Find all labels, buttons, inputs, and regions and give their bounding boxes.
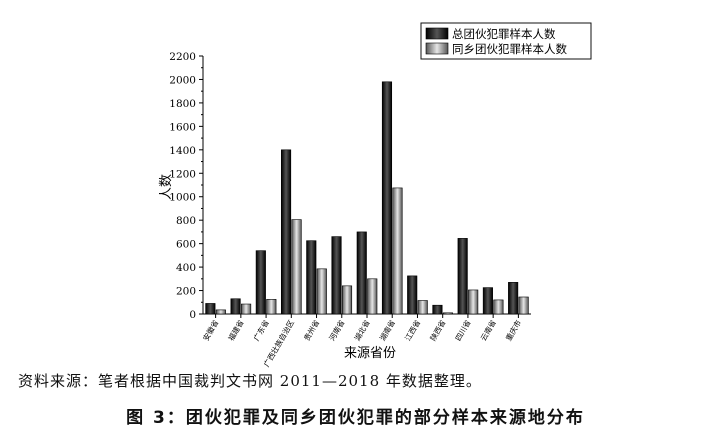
bar-native — [266, 299, 277, 315]
y-tick-label: 200 — [176, 286, 196, 298]
bar-total — [306, 240, 317, 315]
y-tick-label: 800 — [176, 215, 196, 227]
bar-native — [493, 299, 504, 315]
bar-total — [255, 250, 266, 315]
legend-swatch-total — [425, 27, 449, 40]
x-tick-label: 福建省 — [226, 318, 246, 343]
y-tick-label: 400 — [176, 262, 196, 274]
bar-total — [407, 275, 418, 315]
x-tick-label: 广东省 — [251, 318, 271, 343]
bar-native — [316, 268, 327, 315]
bar-total — [508, 282, 519, 315]
x-tick-label: 安徽省 — [200, 318, 220, 343]
bar-native — [241, 303, 252, 315]
x-tick-label: 陕西省 — [428, 318, 448, 343]
bar-total — [230, 298, 241, 315]
source-note: 资料来源：笔者根据中国裁判文书网 2011—2018 年数据整理。 — [18, 372, 482, 390]
bar-native — [518, 296, 529, 315]
bar-total — [457, 238, 468, 315]
bar-native — [367, 278, 378, 315]
x-tick-label: 湖北省 — [352, 318, 372, 343]
bar-native — [442, 312, 453, 315]
bar-total — [356, 231, 367, 315]
bar-total — [205, 303, 216, 315]
bar-native — [341, 285, 353, 315]
bar-total — [432, 304, 443, 315]
bar-native — [291, 219, 302, 315]
bar-native — [392, 187, 403, 315]
x-tick-label: 云南省 — [478, 318, 498, 343]
bar-native — [215, 309, 226, 315]
tick-labels: 0 200 400 600 800 1000 1200 1400 1600 1800 2000 220… — [169, 51, 523, 368]
x-tick-label: 湖南省 — [377, 318, 397, 343]
bar-native — [417, 300, 428, 315]
y-tick-label: 1800 — [169, 98, 196, 110]
legend: 总团伙犯罪样本人数 同乡团伙犯罪样本人数 — [420, 22, 592, 60]
legend-swatch-native — [425, 42, 449, 55]
y-tick-label: 1000 — [169, 192, 196, 204]
bar-total — [281, 149, 292, 315]
x-tick-label: 重庆市 — [503, 318, 523, 343]
y-tick-label: 2000 — [169, 74, 196, 86]
y-tick-label: 600 — [176, 239, 196, 251]
legend-label-total: 总团伙犯罪样本人数 — [452, 27, 556, 41]
bar-total — [331, 236, 342, 315]
bar-total — [482, 287, 493, 315]
bar-total — [381, 81, 393, 315]
legend-label-native: 同乡团伙犯罪样本人数 — [452, 42, 567, 56]
y-tick-label: 1600 — [169, 121, 196, 133]
y-axis-label: 人数 — [159, 174, 174, 200]
y-tick-label: 1400 — [169, 145, 196, 157]
x-tick-label: 江西省 — [402, 318, 422, 343]
bars — [205, 81, 529, 315]
x-axis-label: 来源省份 — [344, 346, 396, 361]
y-tick-label: 0 — [189, 309, 196, 321]
y-tick-label: 1200 — [169, 168, 196, 180]
y-tick-label: 2200 — [169, 51, 196, 63]
x-tick-label: 四川省 — [453, 318, 473, 343]
x-tick-label: 河南省 — [327, 318, 347, 343]
bar-native — [468, 289, 479, 315]
figure-caption: 图 3：团伙犯罪及同乡团伙犯罪的部分样本来源地分布 — [126, 408, 585, 428]
bar-chart: 0 200 400 600 800 1000 1200 1400 1600 1800 2000 220… — [159, 22, 592, 368]
x-tick-label: 贵州省 — [301, 318, 321, 343]
legend-box — [420, 22, 592, 60]
